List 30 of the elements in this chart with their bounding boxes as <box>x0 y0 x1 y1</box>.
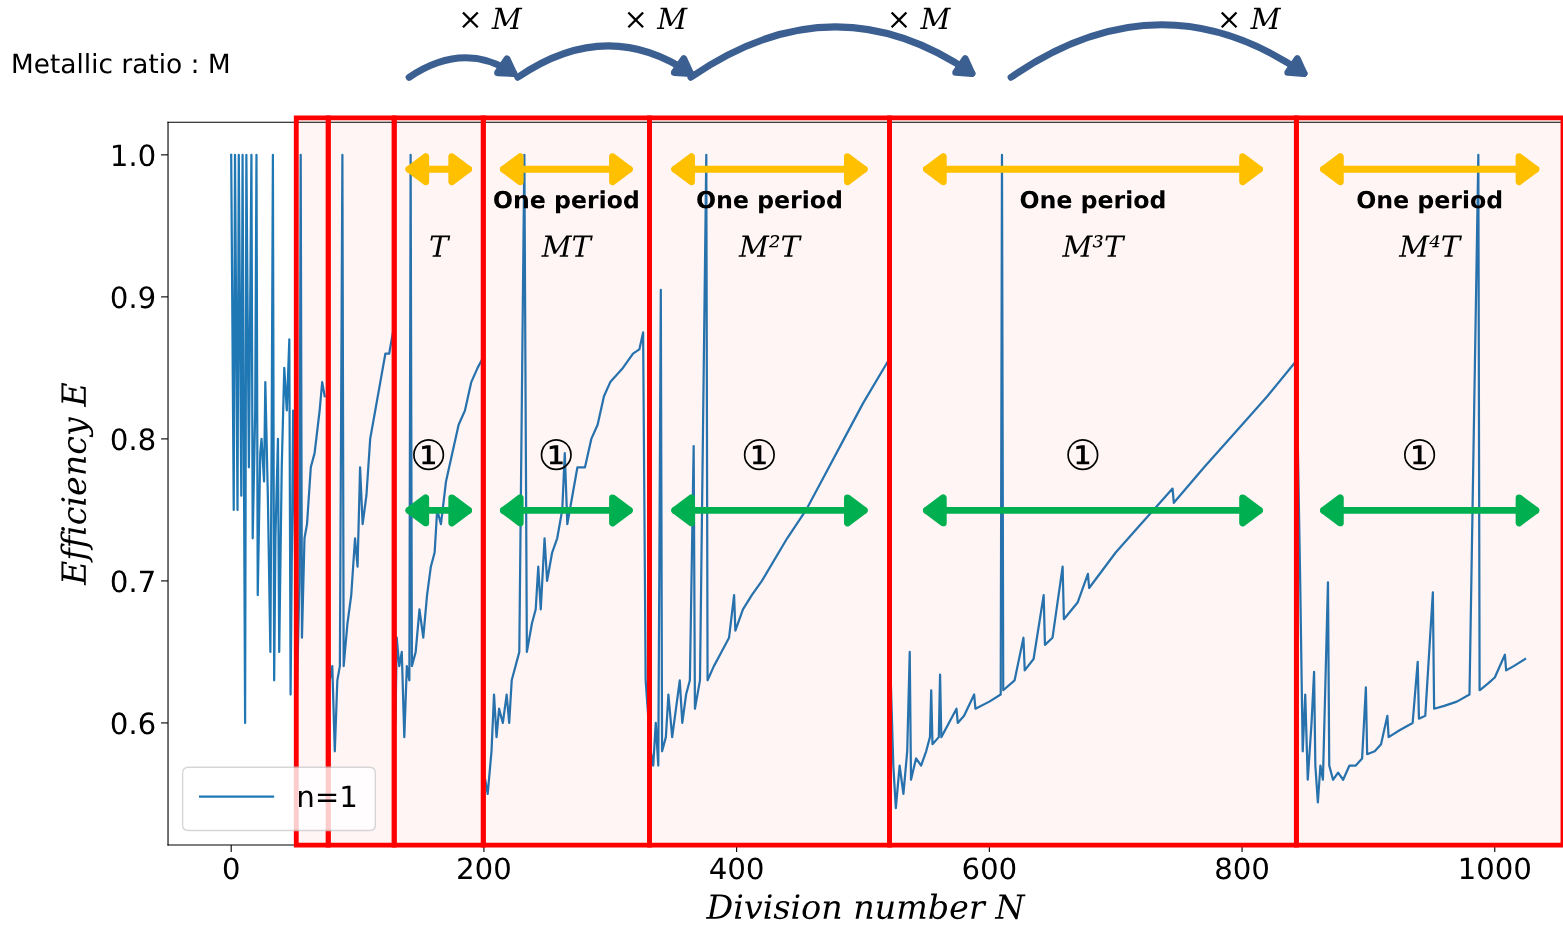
annotation: T <box>430 235 451 257</box>
x-tick-label: 400 <box>710 857 763 880</box>
y-tick-label: 0.8 <box>111 428 155 451</box>
annotation: ① <box>413 439 445 471</box>
y-tick-label: 0.6 <box>111 712 155 735</box>
annotation: ① <box>1404 439 1436 471</box>
y-axis-title: Efficiency E <box>60 382 94 586</box>
y-tick-label: 0.9 <box>111 286 155 309</box>
y-tick-label: 1.0 <box>113 144 155 167</box>
y-tick-label: 0.7 <box>111 570 154 593</box>
text: × M <box>890 7 951 30</box>
x-tick-label: 800 <box>1216 857 1268 880</box>
annotation: M³T <box>1062 235 1126 257</box>
annotation: M⁴T <box>1398 235 1462 257</box>
text: × M <box>1220 7 1282 30</box>
x-tick-label: 200 <box>458 857 510 880</box>
text: × M <box>627 7 688 30</box>
annotation: M²T <box>738 235 802 257</box>
x-tick-label: 0 <box>223 857 239 880</box>
annotation: MT <box>541 235 593 257</box>
text: Metallic ratio : M <box>13 53 229 74</box>
text: × M <box>462 7 523 30</box>
annotation: ① <box>1067 439 1099 471</box>
x-tick-label: 600 <box>963 857 1016 880</box>
annotation: ① <box>743 439 775 471</box>
x-tick-label: 1000 <box>1460 857 1530 880</box>
annotation: ① <box>540 439 572 471</box>
annotation: One period <box>1020 190 1165 214</box>
legend-label: n=1 <box>299 785 356 807</box>
x-axis-title: Division number N <box>705 893 1026 920</box>
